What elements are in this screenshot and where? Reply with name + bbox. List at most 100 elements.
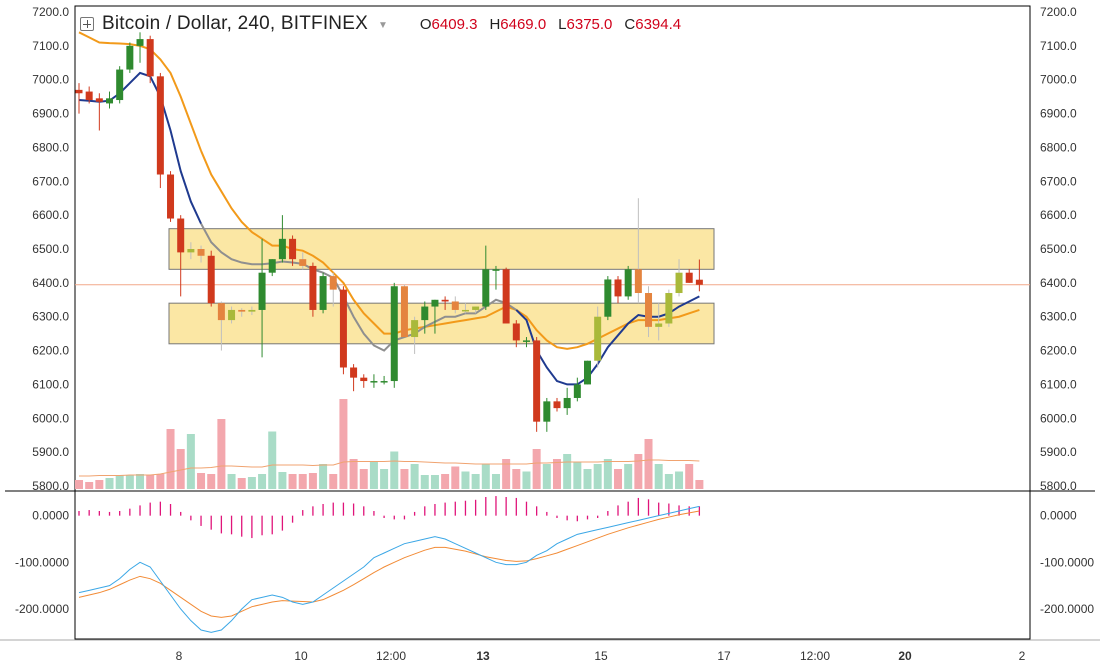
candle[interactable] <box>655 303 663 341</box>
candle[interactable] <box>350 364 358 392</box>
candle[interactable] <box>522 337 530 348</box>
price-tick-label[interactable]: 6700.0 <box>32 174 69 188</box>
candle[interactable] <box>228 306 236 324</box>
candle[interactable] <box>85 86 93 104</box>
candle[interactable] <box>75 83 83 114</box>
time-axis[interactable]: 8 10 12:00 13 15 17 12:00 20 2 <box>176 649 1026 663</box>
price-axis-left[interactable]: 7200.0 7100.0 7000.0 6900.0 6800.0 6700.0 6600… <box>32 5 69 493</box>
candle[interactable] <box>248 306 256 316</box>
price-tick-label[interactable]: 6000.0 <box>32 411 69 425</box>
macd-tick-label[interactable]: -100.0000 <box>1040 555 1094 569</box>
candle[interactable] <box>390 282 398 388</box>
candle[interactable] <box>411 316 419 354</box>
candle[interactable] <box>492 265 500 290</box>
price-tick-label[interactable]: 7100.0 <box>32 39 69 53</box>
price-tick-label[interactable]: 6900.0 <box>32 107 69 121</box>
candle[interactable] <box>289 235 297 266</box>
price-tick-label[interactable]: 6100.0 <box>32 377 69 391</box>
candle[interactable] <box>472 306 480 314</box>
candle[interactable] <box>543 397 551 432</box>
candle[interactable] <box>421 301 429 334</box>
candle[interactable] <box>594 306 602 368</box>
price-tick-label[interactable]: 6500.0 <box>1040 242 1077 256</box>
candle[interactable] <box>645 286 653 338</box>
candlesticks[interactable] <box>75 32 703 432</box>
price-tick-label[interactable]: 7000.0 <box>32 73 69 87</box>
time-tick-label[interactable]: 12:00 <box>800 649 830 663</box>
time-tick-label[interactable]: 8 <box>176 649 183 663</box>
expand-legend-button[interactable] <box>80 17 94 31</box>
candle[interactable] <box>624 265 632 300</box>
time-tick-label[interactable]: 17 <box>717 649 731 663</box>
macd-pane[interactable] <box>74 490 1031 640</box>
price-axis-right[interactable]: 7200.0 7100.0 7000.0 6900.0 6800.0 6700.0 6600… <box>1040 5 1077 493</box>
candle[interactable] <box>451 296 459 314</box>
candle[interactable] <box>573 377 581 402</box>
candle[interactable] <box>461 303 469 314</box>
candle[interactable] <box>207 250 215 307</box>
candle[interactable] <box>360 374 368 388</box>
time-tick-label[interactable]: 20 <box>898 649 912 663</box>
candle[interactable] <box>238 308 246 317</box>
candle[interactable] <box>268 259 276 277</box>
candle[interactable] <box>339 286 347 375</box>
candle[interactable] <box>106 91 114 109</box>
macd-tick-label[interactable]: 0.0000 <box>32 509 69 523</box>
price-tick-label[interactable]: 6900.0 <box>1040 107 1077 121</box>
candle[interactable] <box>533 337 541 432</box>
candle[interactable] <box>309 262 317 317</box>
price-tick-label[interactable]: 6600.0 <box>1040 208 1077 222</box>
candle[interactable] <box>370 374 378 388</box>
candle[interactable] <box>380 375 388 385</box>
price-tick-label[interactable]: 6800.0 <box>1040 140 1077 154</box>
price-tick-label[interactable]: 6100.0 <box>1040 377 1077 391</box>
price-tick-label[interactable]: 6000.0 <box>1040 411 1077 425</box>
price-tick-label[interactable]: 7200.0 <box>32 5 69 19</box>
candle[interactable] <box>167 171 175 222</box>
candle[interactable] <box>258 238 266 358</box>
candle[interactable] <box>695 259 703 292</box>
chevron-down-icon[interactable]: ▼ <box>377 19 388 31</box>
time-tick-label[interactable]: 15 <box>594 649 608 663</box>
price-tick-label[interactable]: 6200.0 <box>1040 344 1077 358</box>
time-tick-label[interactable]: 2 <box>1019 649 1026 663</box>
candle[interactable] <box>126 42 134 73</box>
price-tick-label[interactable]: 7000.0 <box>1040 73 1077 87</box>
candle[interactable] <box>187 242 195 260</box>
price-tick-label[interactable]: 6300.0 <box>1040 310 1077 324</box>
candle[interactable] <box>563 387 571 415</box>
candle[interactable] <box>319 272 327 314</box>
candle[interactable] <box>329 272 337 307</box>
macd-tick-label[interactable]: 0.0000 <box>1040 509 1077 523</box>
candle[interactable] <box>177 215 185 297</box>
price-tick-label[interactable]: 6600.0 <box>32 208 69 222</box>
candle[interactable] <box>278 215 286 263</box>
price-tick-label[interactable]: 5900.0 <box>1040 445 1077 459</box>
macd-tick-label[interactable]: -200.0000 <box>1040 602 1094 616</box>
candle[interactable] <box>685 269 693 283</box>
macd-axis-right[interactable]: 0.0000 -100.0000 -200.0000 <box>1040 509 1094 616</box>
candle[interactable] <box>634 198 642 304</box>
time-tick-label[interactable]: 12:00 <box>376 649 406 663</box>
price-tick-label[interactable]: 6800.0 <box>32 140 69 154</box>
candle[interactable] <box>604 276 612 321</box>
price-tick-label[interactable]: 6700.0 <box>1040 174 1077 188</box>
candle[interactable] <box>553 397 561 412</box>
candle[interactable] <box>675 259 683 297</box>
macd-axis-left[interactable]: 0.0000 -100.0000 -200.0000 <box>15 509 69 616</box>
symbol-title[interactable]: Bitcoin / Dollar, 240, BITFINEX <box>102 13 368 34</box>
time-tick-label[interactable]: 13 <box>476 649 490 663</box>
price-tick-label[interactable]: 5800.0 <box>32 479 69 493</box>
candle[interactable] <box>400 284 408 338</box>
price-tick-label[interactable]: 7100.0 <box>1040 39 1077 53</box>
price-tick-label[interactable]: 6300.0 <box>32 310 69 324</box>
time-tick-label[interactable]: 10 <box>294 649 308 663</box>
price-tick-label[interactable]: 6200.0 <box>32 344 69 358</box>
candle[interactable] <box>136 32 144 63</box>
candle[interactable] <box>116 66 124 104</box>
price-tick-label[interactable]: 7200.0 <box>1040 5 1077 19</box>
candle[interactable] <box>156 72 164 189</box>
candle[interactable] <box>502 267 510 324</box>
price-tick-label[interactable]: 5900.0 <box>32 445 69 459</box>
